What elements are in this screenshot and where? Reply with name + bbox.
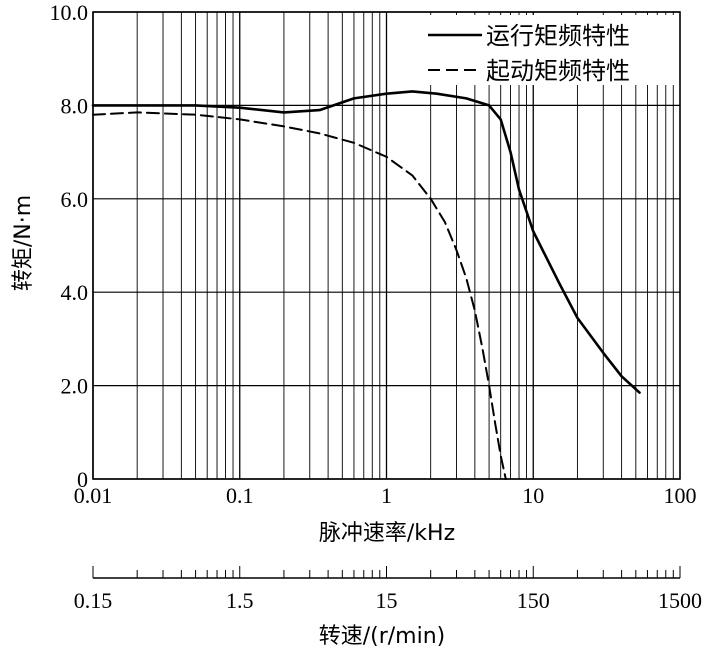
tick-labels: 0.01 0.1 1 10 100 0 2.0 4.0 6.0 8.0 10.0 xyxy=(50,0,697,508)
secondary-tick-label: 1500 xyxy=(658,588,702,613)
secondary-tick-label: 0.15 xyxy=(74,588,113,613)
series-starting-torque-line xyxy=(92,111,507,480)
secondary-axis-title: 转速/(r/min) xyxy=(319,624,446,649)
y-tick-label: 2.0 xyxy=(61,374,89,399)
x-tick-label: 1 xyxy=(381,483,392,508)
y-tick-label: 0 xyxy=(77,467,88,492)
legend-label-1: 运行矩频特性 xyxy=(486,22,630,50)
secondary-tick-label: 15 xyxy=(376,588,398,613)
x-tick-label: 0.1 xyxy=(226,483,254,508)
x-axis-title: 脉冲速率/kHz xyxy=(319,521,455,546)
y-tick-label: 8.0 xyxy=(61,93,89,118)
secondary-axis: 0.15 1.5 15 150 1500 xyxy=(74,566,702,613)
grid xyxy=(92,11,680,480)
y-tick-label: 4.0 xyxy=(61,280,89,305)
legend-background xyxy=(415,15,677,85)
x-tick-label: 100 xyxy=(664,483,697,508)
series-layer xyxy=(91,90,641,480)
y-tick-label: 6.0 xyxy=(61,187,89,212)
x-tick-label: 10 xyxy=(522,483,544,508)
x-tick-label: 0.01 xyxy=(74,483,113,508)
plot-border xyxy=(92,11,681,480)
y-axis-title: 转矩/N·m xyxy=(11,195,36,291)
legend-label-2: 起动矩频特性 xyxy=(486,57,630,85)
series-running-torque-line xyxy=(91,90,641,394)
secondary-tick-label: 1.5 xyxy=(226,588,254,613)
secondary-tick-label: 150 xyxy=(517,588,550,613)
y-tick-label: 10.0 xyxy=(50,0,89,25)
plot-frame xyxy=(92,11,681,480)
